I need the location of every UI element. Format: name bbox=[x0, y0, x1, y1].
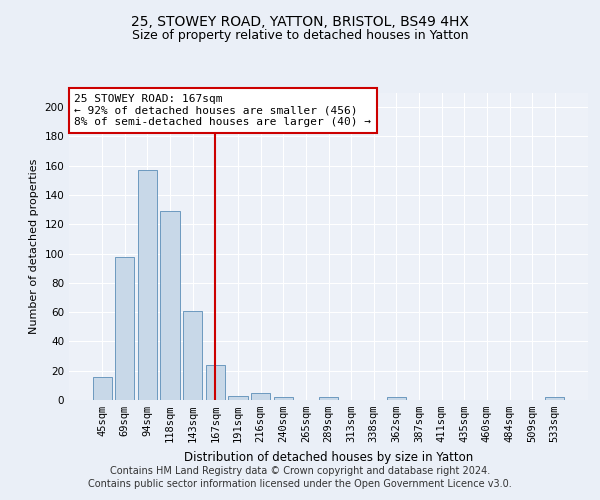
Text: Contains public sector information licensed under the Open Government Licence v3: Contains public sector information licen… bbox=[88, 479, 512, 489]
Bar bbox=[251, 392, 270, 400]
Bar bbox=[545, 397, 565, 400]
Bar bbox=[92, 376, 112, 400]
Text: 25, STOWEY ROAD, YATTON, BRISTOL, BS49 4HX: 25, STOWEY ROAD, YATTON, BRISTOL, BS49 4… bbox=[131, 15, 469, 29]
Bar bbox=[183, 310, 202, 400]
Bar bbox=[274, 397, 293, 400]
Bar bbox=[319, 397, 338, 400]
Bar bbox=[160, 211, 180, 400]
Bar bbox=[138, 170, 157, 400]
Bar bbox=[387, 397, 406, 400]
Text: Size of property relative to detached houses in Yatton: Size of property relative to detached ho… bbox=[132, 29, 468, 42]
Bar bbox=[206, 365, 225, 400]
Y-axis label: Number of detached properties: Number of detached properties bbox=[29, 158, 39, 334]
Text: 25 STOWEY ROAD: 167sqm
← 92% of detached houses are smaller (456)
8% of semi-det: 25 STOWEY ROAD: 167sqm ← 92% of detached… bbox=[74, 94, 371, 127]
Bar bbox=[115, 256, 134, 400]
X-axis label: Distribution of detached houses by size in Yatton: Distribution of detached houses by size … bbox=[184, 450, 473, 464]
Bar bbox=[229, 396, 248, 400]
Text: Contains HM Land Registry data © Crown copyright and database right 2024.: Contains HM Land Registry data © Crown c… bbox=[110, 466, 490, 476]
